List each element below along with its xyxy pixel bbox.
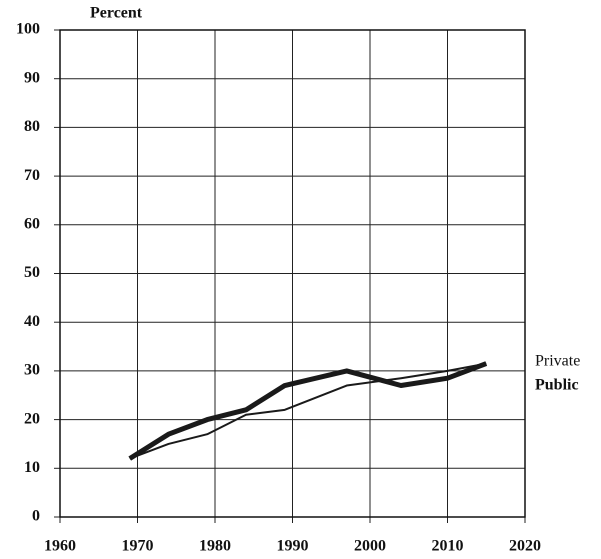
y-tick-label: 60 [24, 215, 40, 232]
x-tick-label: 1960 [44, 538, 76, 555]
series-line [128, 361, 488, 461]
y-tick-label: 100 [16, 21, 40, 38]
y-axis-label: Percent [90, 5, 143, 22]
x-tick-label: 1980 [199, 538, 231, 555]
y-tick-label: 50 [24, 264, 40, 281]
x-tick-label: 2000 [354, 538, 386, 555]
x-tick-label: 2010 [432, 538, 464, 555]
series-label: Public [535, 377, 579, 394]
y-tick-label: 80 [24, 118, 40, 135]
y-tick-label: 10 [24, 459, 40, 476]
plot-frame [59, 29, 526, 518]
y-tick-label: 40 [24, 313, 40, 330]
x-tick-label: 2020 [509, 538, 541, 555]
x-tick-label: 1970 [122, 538, 154, 555]
y-tick-label: 0 [32, 508, 40, 525]
y-tick-label: 30 [24, 362, 40, 379]
y-tick-label: 90 [24, 69, 40, 86]
y-tick-label: 70 [24, 167, 40, 184]
x-tick-label: 1990 [277, 538, 309, 555]
y-tick-label: 20 [24, 410, 40, 427]
series-line [129, 362, 487, 460]
series-label: Private [535, 353, 580, 370]
